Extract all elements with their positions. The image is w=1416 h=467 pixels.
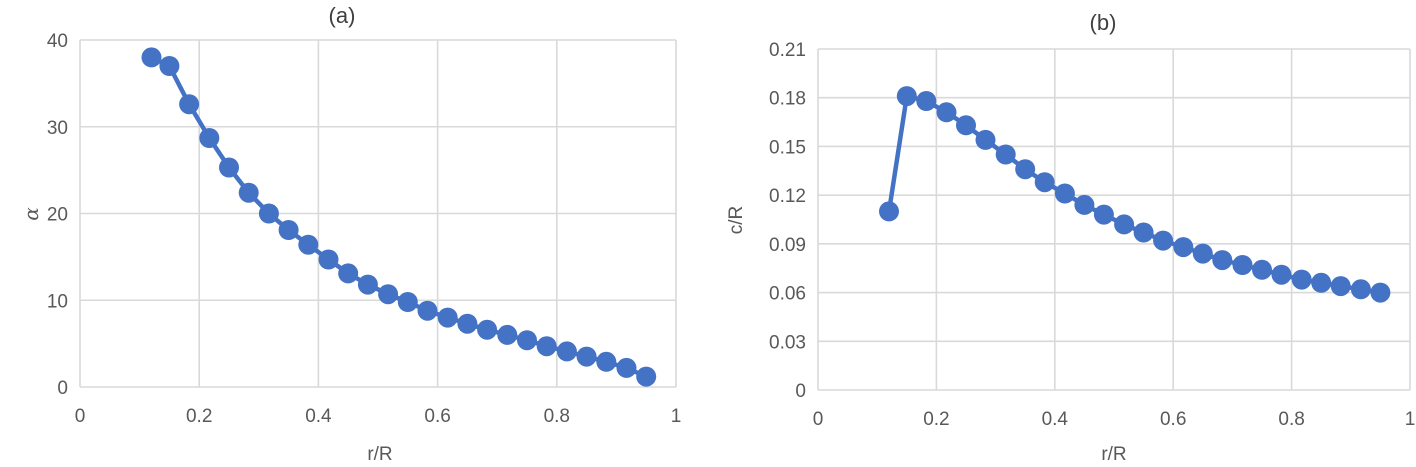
- x-tick-label-b: 0.2: [923, 409, 949, 430]
- data-point-b: [1192, 243, 1213, 264]
- chart-panel-a: (a) α r/R 0 10 20 30 40 0 0.2 0.4 0.6 0.8 1: [19, 3, 681, 465]
- data-point-b: [1173, 237, 1194, 258]
- data-point-b: [1074, 194, 1095, 215]
- data-point-b: [1330, 276, 1351, 297]
- data-point-b: [1153, 230, 1174, 251]
- ticks-a: 0 10 20 30 40 0 0.2 0.4 0.6 0.8 1: [47, 31, 681, 427]
- y-tick-label-a: 20: [47, 205, 68, 226]
- data-point-b: [1252, 259, 1272, 280]
- data-point-b: [1291, 269, 1312, 290]
- data-point-b: [975, 129, 996, 150]
- y-tick-label-b: 0.12: [769, 186, 806, 207]
- y-tick-label-a: 40: [47, 31, 68, 52]
- data-point-a: [318, 249, 339, 270]
- data-point-a: [258, 203, 279, 224]
- y-tick-label-a: 0: [57, 378, 68, 399]
- data-point-b: [1114, 214, 1135, 235]
- data-point-a: [457, 313, 478, 334]
- data-point-a: [437, 307, 458, 328]
- data-point-a: [141, 47, 162, 68]
- data-point-a: [596, 351, 617, 372]
- data-point-b: [1212, 250, 1233, 271]
- data-point-a: [497, 324, 518, 345]
- grid-a: [79, 39, 677, 388]
- data-point-a: [338, 263, 359, 284]
- data-point-b: [1034, 172, 1055, 193]
- data-point-b: [956, 115, 976, 136]
- data-point-a: [219, 157, 239, 178]
- data-point-b: [879, 201, 899, 222]
- data-point-b: [936, 102, 957, 123]
- data-point-b: [1232, 255, 1253, 275]
- data-point-b: [1311, 272, 1332, 293]
- x-axis-label-b: r/R: [1101, 444, 1126, 465]
- y-tick-label-b: 0: [795, 381, 806, 402]
- data-point-a: [576, 346, 597, 367]
- data-point-b: [1015, 159, 1036, 180]
- y-tick-label-a: 30: [47, 118, 68, 139]
- y-tick-label-b: 0.15: [769, 137, 806, 158]
- data-point-a: [357, 274, 378, 295]
- x-tick-label-b: 0.8: [1278, 409, 1304, 430]
- data-point-b: [1271, 264, 1292, 285]
- data-point-b: [995, 144, 1016, 165]
- y-tick-label-b: 0.18: [769, 89, 806, 110]
- y-axis-label-a: α: [19, 207, 43, 221]
- data-point-b: [1370, 282, 1391, 303]
- data-point-a: [477, 319, 498, 340]
- data-point-a: [278, 220, 299, 240]
- x-tick-label-b: 0.4: [1042, 409, 1069, 430]
- data-point-a: [616, 357, 637, 378]
- data-point-a: [199, 128, 220, 148]
- data-point-a: [536, 336, 557, 357]
- x-tick-label-b: 1: [1405, 409, 1416, 430]
- data-point-b: [1350, 279, 1371, 300]
- y-tick-label-b: 0.21: [769, 40, 806, 61]
- chart-panel-b: (b) c/R r/R 0 0.03 0.06 0.09 0.12 0.15 0.18 0.2…: [726, 10, 1415, 465]
- y-tick-label-b: 0.06: [769, 284, 806, 305]
- x-tick-label-a: 0: [75, 406, 86, 427]
- y-tick-label-b: 0.03: [769, 332, 806, 353]
- data-point-a: [238, 182, 259, 203]
- x-tick-label-a: 0.8: [544, 406, 570, 427]
- x-tick-label-a: 0.6: [424, 406, 450, 427]
- data-point-a: [159, 56, 180, 76]
- y-tick-label-a: 10: [47, 291, 68, 312]
- chart-title-a: (a): [329, 3, 356, 28]
- data-point-a: [417, 300, 438, 321]
- data-point-b: [1133, 222, 1154, 243]
- x-axis-label-a: r/R: [367, 444, 392, 465]
- series-a: [141, 47, 657, 387]
- data-point-a: [517, 330, 537, 351]
- data-point-b: [1054, 183, 1075, 204]
- series-line-a: [150, 55, 648, 379]
- ticks-b: 0 0.03 0.06 0.09 0.12 0.15 0.18 0.21 0 0.2 0.4 0.6 0…: [769, 40, 1415, 430]
- data-point-b: [896, 86, 917, 107]
- y-tick-label-b: 0.09: [769, 235, 806, 256]
- data-point-a: [636, 366, 657, 387]
- x-tick-label-a: 0.2: [186, 406, 212, 427]
- x-tick-label-a: 1: [671, 406, 682, 427]
- data-point-a: [298, 234, 319, 255]
- chart-title-b: (b): [1090, 10, 1117, 35]
- data-point-a: [378, 284, 399, 305]
- data-point-b: [916, 91, 937, 111]
- y-axis-label-b: c/R: [726, 206, 747, 235]
- x-tick-label-b: 0: [813, 409, 824, 430]
- grid-b: [817, 48, 1411, 391]
- series-b: [879, 86, 1391, 303]
- data-point-a: [556, 341, 577, 362]
- data-point-a: [179, 94, 200, 115]
- data-point-a: [397, 292, 418, 312]
- data-point-b: [1093, 204, 1114, 225]
- x-tick-label-b: 0.6: [1160, 409, 1186, 430]
- x-tick-label-a: 0.4: [305, 406, 332, 427]
